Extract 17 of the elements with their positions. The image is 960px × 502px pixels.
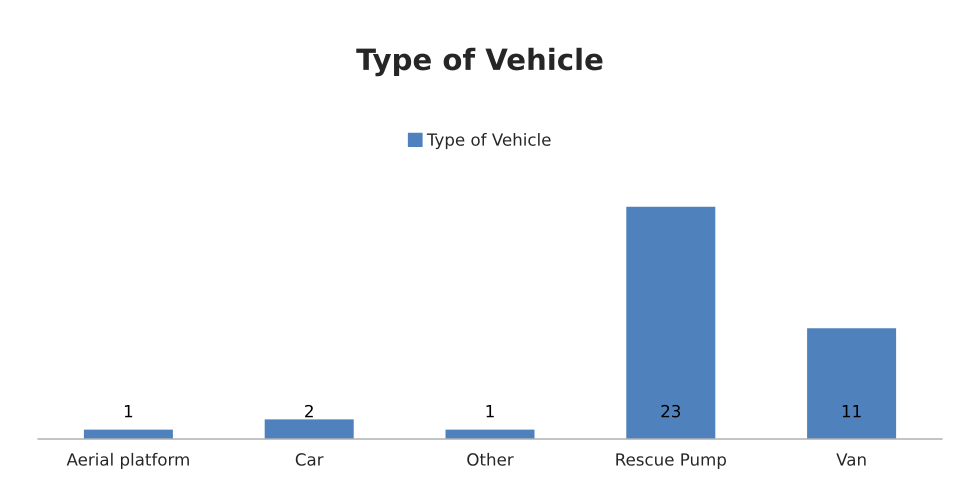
data-label: 11 [842, 405, 861, 418]
x-tick-label: Rescue Pump [616, 453, 726, 470]
x-tick-label: Van [836, 453, 866, 466]
x-tick-label: Other [467, 452, 514, 466]
data-label: 1 [486, 405, 494, 418]
chart-title: Type of Vehicle [356, 48, 602, 76]
bar [82, 428, 174, 439]
data-label: 2 [305, 404, 313, 418]
data-label: 23 [661, 404, 680, 418]
data-label: 1 [124, 405, 132, 418]
bar [806, 326, 898, 439]
legend-label: Type of Vehicle [426, 133, 551, 150]
bar [444, 428, 536, 439]
x-tick-label: Aerial platform [66, 452, 189, 470]
bar [624, 206, 717, 439]
x-tick-label: Car [296, 453, 324, 466]
bar [263, 418, 356, 439]
